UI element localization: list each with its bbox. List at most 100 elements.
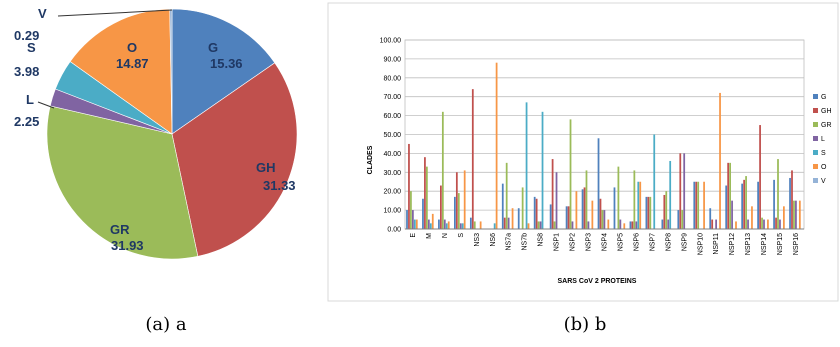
y-tick-label: 0.00 [387,227,401,234]
pie-slice-gh [171,62,298,257]
x-tick-label-nsp12: NSP12 [729,233,736,255]
bar-g-ns7a [501,183,504,229]
legend-label-gh: GH [821,108,832,115]
bar-gr-nsp3 [585,170,588,229]
bar-l-nsp11 [715,219,718,229]
pie-label-g: G [208,40,218,55]
bar-g-s [453,196,456,229]
bar-o-nsp14 [767,219,769,229]
bar-gr-nsp2 [569,119,572,229]
legend-label-l: L [821,136,825,143]
bar-o-nsp11 [719,92,721,229]
bar-gr-nsp1 [553,221,556,229]
pie-value-l: 2.25 [14,114,39,129]
y-tick-label: 60.00 [383,113,401,120]
legend-label-g: G [821,94,826,101]
pie-slice-gr [46,105,199,260]
y-tick-label: 70.00 [383,94,401,101]
bar-o-nsp16 [798,200,801,229]
bar-l-nsp5 [619,219,622,229]
bar-gh-nsp3 [583,187,586,229]
bar-g-nsp7 [645,196,648,229]
bar-l-nsp15 [779,219,781,229]
bar-l-nsp12 [731,200,733,229]
bar-g-nsp13 [741,183,744,229]
pie-label-gh: GH [256,160,276,175]
pie-label-v: V [38,6,47,21]
pie-value-gh: 31.33 [263,178,296,193]
bar-g-e [406,210,408,229]
bar-gr-e [410,191,412,229]
bar-g-nsp10 [693,181,696,229]
bar-gh-nsp16 [791,170,793,229]
leader-line-l [37,101,55,109]
y-axis-label: CLADES [367,145,374,174]
bar-o-nsp3 [591,200,594,229]
pie-value-s: 3.98 [14,64,39,79]
bar-gr-nsp7 [649,196,652,229]
bar-gr-nsp15 [777,159,779,229]
bar-s-s [461,223,464,229]
bar-gh-nsp10 [695,181,698,229]
bar-o-ns3 [479,221,482,229]
bar-s-e [413,219,416,229]
bar-l-nsp13 [747,219,749,229]
y-tick-label: 90.00 [383,56,401,63]
legend-label-s: S [821,150,826,157]
bar-chart: 0.00 10.00 20.00 30.00 40.00 50.00 60.00 70.00 8… [380,38,805,255]
y-tick-label: 50.00 [383,132,401,139]
y-tick-label: 100.00 [380,38,402,45]
leader-line-v [57,9,173,17]
caption-b: (b) b [564,314,607,335]
bar-g-nsp11 [709,208,712,229]
bar-gh-nsp15 [775,217,777,229]
bar-g-nsp6 [629,221,632,229]
bar-g-nsp5 [613,187,616,229]
pie-value-g: 15.36 [210,56,243,71]
bar-s-ns6 [493,223,496,229]
bar-gr-nsp13 [745,176,747,229]
bar-l-nsp8 [667,219,670,229]
bar-o-nsp10 [703,181,705,229]
bar-gh-e [408,143,410,229]
x-tick-label-n: N [442,233,449,238]
bar-gr-nsp12 [729,162,731,229]
bar-o-e [415,219,418,229]
bar-l-n [443,219,446,229]
bar-l-ns8 [539,221,542,229]
bar-s-ns8 [541,111,544,229]
bar-g-m [422,198,424,229]
bar-l-nsp4 [603,210,606,229]
x-tick-label-ns3: NS3 [474,233,481,247]
bar-l-nsp1 [555,172,558,229]
x-tick-label-nsp9: NSP9 [681,233,688,251]
x-tick-label-nsp5: NSP5 [617,233,624,251]
bar-o-n [447,221,450,229]
x-tick-label-nsp14: NSP14 [761,233,768,255]
x-tick-label-nsp8: NSP8 [665,233,672,251]
bar-l-nsp9 [683,153,686,229]
bar-g-nsp14 [757,181,759,229]
legend-swatch-gr [813,122,818,127]
bar-gh-nsp7 [647,196,650,229]
bar-gh-nsp8 [663,194,666,229]
pie-slice-o [69,8,173,135]
bar-gr-s [457,193,460,229]
bar-gh-ns7a [503,217,506,229]
bar-s-nsp7 [653,134,656,229]
bar-gr-ns8 [537,221,540,229]
bar-o-nsp6 [639,181,642,229]
bar-g-n [438,219,440,229]
bar-l-nsp6 [635,221,638,229]
bar-o-ns6 [495,62,498,230]
bar-gr-nsp4 [601,210,604,229]
bar-gr-nsp14 [761,217,763,229]
bar-gh-nsp11 [711,219,714,229]
bar-gh-nsp12 [727,162,730,229]
bar-o-m [431,213,434,229]
bar-gh-nsp6 [631,221,634,229]
bar-gh-nsp2 [567,206,570,229]
pie-value-v: 0.29 [14,28,39,43]
bar-g-nsp3 [581,189,584,229]
